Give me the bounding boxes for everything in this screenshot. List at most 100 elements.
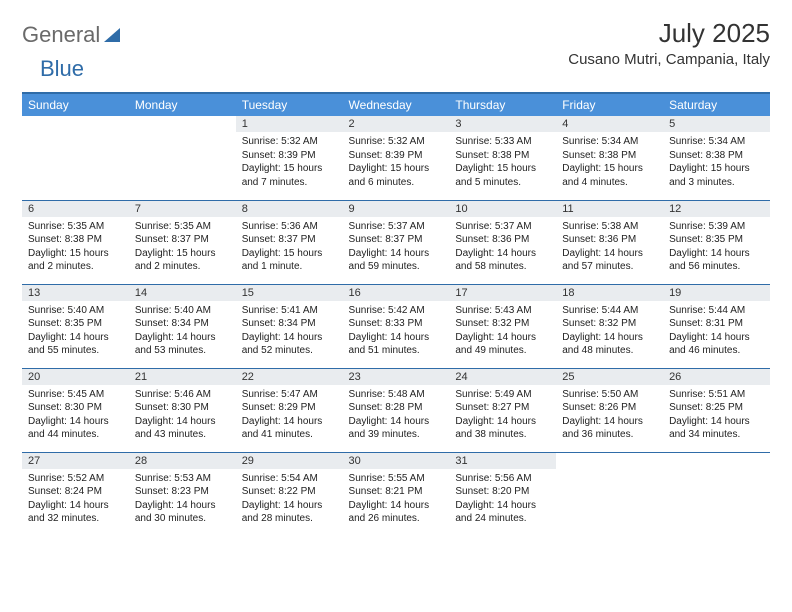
weekday-header: Wednesday [343,93,450,116]
day-number: 6 [22,201,129,217]
sunset-line: Sunset: 8:37 PM [135,234,209,245]
daylight-line: Daylight: 14 hours and 28 minutes. [242,500,323,525]
day-number: 27 [22,453,129,469]
calendar-cell: 31Sunrise: 5:56 AMSunset: 8:20 PMDayligh… [449,452,556,536]
calendar-cell: 3Sunrise: 5:33 AMSunset: 8:38 PMDaylight… [449,116,556,200]
daylight-line: Daylight: 14 hours and 41 minutes. [242,416,323,441]
calendar-cell: 20Sunrise: 5:45 AMSunset: 8:30 PMDayligh… [22,368,129,452]
day-details: Sunrise: 5:56 AMSunset: 8:20 PMDaylight:… [449,469,556,530]
day-details: Sunrise: 5:44 AMSunset: 8:31 PMDaylight:… [663,301,770,362]
daylight-line: Daylight: 14 hours and 48 minutes. [562,332,643,357]
calendar-cell: 1Sunrise: 5:32 AMSunset: 8:39 PMDaylight… [236,116,343,200]
sunset-line: Sunset: 8:24 PM [28,486,102,497]
calendar-cell: 19Sunrise: 5:44 AMSunset: 8:31 PMDayligh… [663,284,770,368]
day-number: 20 [22,369,129,385]
sunset-line: Sunset: 8:32 PM [562,318,636,329]
day-details: Sunrise: 5:36 AMSunset: 8:37 PMDaylight:… [236,217,343,278]
calendar-row: 6 Sunrise: 5:35 AM Sunset: 8:38 PM Daylight… [22,200,770,284]
sunrise-line: Sunrise: 5:51 AM [669,389,745,400]
sunset-line: Sunset: 8:38 PM [28,234,102,245]
daylight-line: Daylight: 14 hours and 49 minutes. [455,332,536,357]
day-number: 14 [129,285,236,301]
calendar-cell: 18Sunrise: 5:44 AMSunset: 8:32 PMDayligh… [556,284,663,368]
day-number: 11 [556,201,663,217]
day-number: 8 [236,201,343,217]
daylight-line: Daylight: 15 hours and 3 minutes. [669,163,750,188]
day-details: Sunrise: 5:33 AMSunset: 8:38 PMDaylight:… [449,132,556,193]
sunrise-line: Sunrise: 5:40 AM [28,305,104,316]
sunrise-line: Sunrise: 5:46 AM [135,389,211,400]
day-details: Sunrise: 5:48 AMSunset: 8:28 PMDaylight:… [343,385,450,446]
calendar-cell-empty [22,116,129,200]
daylight-line: Daylight: 14 hours and 32 minutes. [28,500,109,525]
calendar-cell: 15Sunrise: 5:41 AMSunset: 8:34 PMDayligh… [236,284,343,368]
calendar-cell: 10Sunrise: 5:37 AMSunset: 8:36 PMDayligh… [449,200,556,284]
calendar-row: 27Sunrise: 5:52 AMSunset: 8:24 PMDayligh… [22,452,770,536]
daylight-line: Daylight: 15 hours and 1 minute. [242,248,323,273]
sunset-line: Sunset: 8:34 PM [135,318,209,329]
sunrise-line: Sunrise: 5:35 AM [28,221,104,232]
daylight-line: Daylight: 15 hours and 5 minutes. [455,163,536,188]
calendar-cell: 5Sunrise: 5:34 AMSunset: 8:38 PMDaylight… [663,116,770,200]
sunset-line: Sunset: 8:27 PM [455,402,529,413]
day-number: 24 [449,369,556,385]
day-number: 9 [343,201,450,217]
day-details: Sunrise: 5:50 AMSunset: 8:26 PMDaylight:… [556,385,663,446]
sunset-line: Sunset: 8:23 PM [135,486,209,497]
day-details: Sunrise: 5:45 AMSunset: 8:30 PMDaylight:… [22,385,129,446]
sunset-line: Sunset: 8:39 PM [349,150,423,161]
sunrise-line: Sunrise: 5:54 AM [242,473,318,484]
calendar-cell: 27Sunrise: 5:52 AMSunset: 8:24 PMDayligh… [22,452,129,536]
daylight-line: Daylight: 14 hours and 38 minutes. [455,416,536,441]
daylight-line: Daylight: 14 hours and 57 minutes. [562,248,643,273]
daylight-line: Daylight: 14 hours and 24 minutes. [455,500,536,525]
sunrise-line: Sunrise: 5:39 AM [669,221,745,232]
sunrise-line: Sunrise: 5:41 AM [242,305,318,316]
daylight-line: Daylight: 14 hours and 30 minutes. [135,500,216,525]
calendar-cell: 21Sunrise: 5:46 AMSunset: 8:30 PMDayligh… [129,368,236,452]
day-details: Sunrise: 5:44 AM Sunset: 8:32 PM Daylight:… [556,301,663,362]
day-number: 25 [556,369,663,385]
day-number: 12 [663,201,770,217]
day-details: Sunrise: 5:32 AM Sunset: 8:39 PM Daylight:… [343,132,450,193]
calendar-row: 20Sunrise: 5:45 AMSunset: 8:30 PMDayligh… [22,368,770,452]
day-number: 3 [449,116,556,132]
day-details: Sunrise: 5:35 AM Sunset: 8:37 PM Daylight:… [129,217,236,278]
sunrise-line: Sunrise: 5:32 AM [349,136,425,147]
sunrise-line: Sunrise: 5:45 AM [28,389,104,400]
sunrise-line: Sunrise: 5:35 AM [135,221,211,232]
calendar-cell: 4Sunrise: 5:34 AMSunset: 8:38 PMDaylight… [556,116,663,200]
calendar-cell: 25Sunrise: 5:50 AMSunset: 8:26 PMDayligh… [556,368,663,452]
day-number: 30 [343,453,450,469]
day-details: Sunrise: 5:40 AMSunset: 8:35 PMDaylight:… [22,301,129,362]
day-details: Sunrise: 5:34 AMSunset: 8:38 PMDaylight:… [663,132,770,193]
sunrise-line: Sunrise: 5:44 AM [562,305,638,316]
sunset-line: Sunset: 8:30 PM [135,402,209,413]
sunrise-line: Sunrise: 5:49 AM [455,389,531,400]
day-number: 2 [343,116,450,132]
calendar-table: Sunday Monday Tuesday Wednesday Thursday… [22,92,770,536]
weekday-header: Tuesday [236,93,343,116]
day-number: 10 [449,201,556,217]
calendar-cell: 16Sunrise: 5:42 AMSunset: 8:33 PMDayligh… [343,284,450,368]
calendar-cell-empty [129,116,236,200]
calendar-row: 13Sunrise: 5:40 AMSunset: 8:35 PMDayligh… [22,284,770,368]
location: Cusano Mutri, Campania, Italy [568,51,770,68]
calendar-cell: 11Sunrise: 5:38 AMSunset: 8:36 PMDayligh… [556,200,663,284]
calendar-cell: 6Sunrise: 5:35 AMSunset: 8:38 PMDaylight… [22,200,129,284]
sunrise-line: Sunrise: 5:47 AM [242,389,318,400]
day-details: Sunrise: 5:52 AMSunset: 8:24 PMDaylight:… [22,469,129,530]
weekday-header: Sunday [22,93,129,116]
day-details: Sunrise: 5:41 AMSunset: 8:34 PMDaylight:… [236,301,343,362]
sunset-line: Sunset: 8:26 PM [562,402,636,413]
daylight-line: Daylight: 14 hours and 55 minutes. [28,332,109,357]
calendar-cell: 7Sunrise: 5:35 AMSunset: 8:37 PMDaylight… [129,200,236,284]
calendar-cell-empty [663,452,770,536]
day-details: Sunrise: 5:42 AMSunset: 8:33 PMDaylight:… [343,301,450,362]
sunset-line: Sunset: 8:39 PM [242,150,316,161]
calendar-cell: 26Sunrise: 5:51 AMSunset: 8:25 PMDayligh… [663,368,770,452]
day-details: Sunrise: 5:34 AMSunset: 8:38 PMDaylight:… [556,132,663,193]
sunset-line: Sunset: 8:20 PM [455,486,529,497]
daylight-line: Daylight: 15 hours and 6 minutes. [349,163,430,188]
daylight-line: Daylight: 15 hours and 2 minutes. [135,248,216,273]
